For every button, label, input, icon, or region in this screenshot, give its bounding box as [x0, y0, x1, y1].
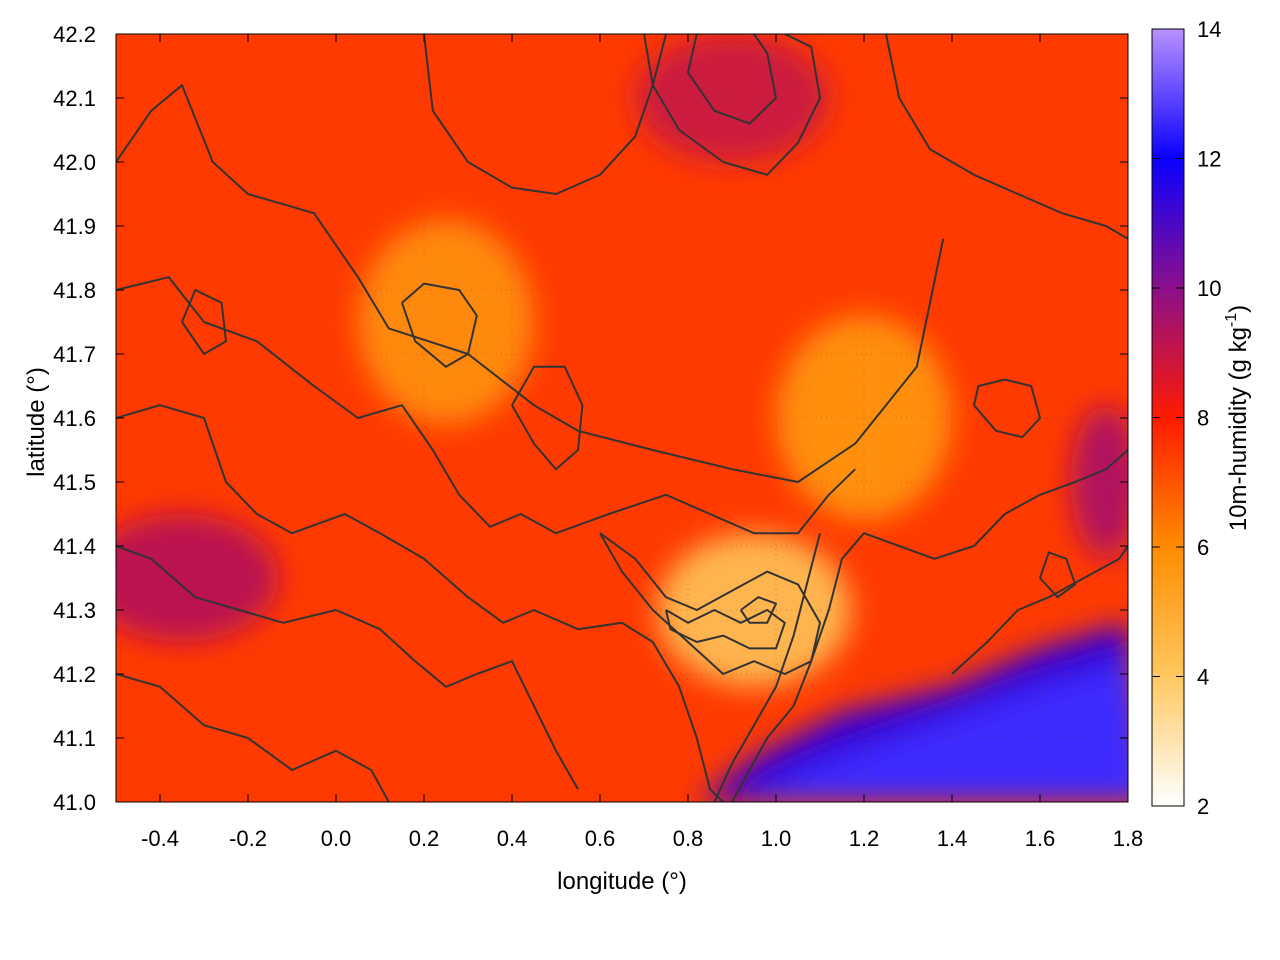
y-axis-label: latitude (°): [23, 367, 50, 477]
contour-lines: [116, 34, 1128, 802]
contour-line-1: [116, 276, 856, 535]
colorbar-tick-label: 12: [1197, 147, 1221, 172]
contour-line-16: [401, 282, 478, 368]
humidity-coast-1: [696, 622, 1128, 802]
contour-line-12: [687, 34, 777, 125]
colorbar-tick-label: 4: [1197, 665, 1209, 690]
grid-lines: [116, 34, 1128, 802]
contour-line-11: [651, 34, 821, 176]
colorbar-label-main: 10m-humidity (g kg: [1225, 327, 1252, 531]
y-tick-label: 41.5: [53, 470, 96, 495]
contour-line-14: [885, 34, 1128, 240]
colorbar-ticks: 2 4 6 8 10 12 14: [1152, 17, 1221, 819]
contour-line-8: [731, 449, 1128, 802]
contour-line-10: [951, 545, 1128, 675]
x-tick-label: -0.2: [229, 826, 267, 851]
x-tick-label: 1.2: [849, 826, 880, 851]
contour-line-18: [181, 289, 227, 355]
contour-line-7: [739, 596, 777, 624]
humidity-dry-lobe-4: [358, 219, 534, 425]
x-axis: -0.4 -0.2 0.0 0.2 0.4 0.6 0.8 1.0 1.2 1.4 1.6 1.8: [141, 34, 1143, 851]
contour-line-0: [116, 84, 945, 483]
y-tick-label: 41.4: [53, 534, 96, 559]
y-tick-label: 42.2: [53, 22, 96, 47]
y-tick-label: 41.2: [53, 662, 96, 687]
y-tick-label: 41.9: [53, 214, 96, 239]
x-tick-label: 0.2: [409, 826, 440, 851]
y-tick-label: 41.3: [53, 598, 96, 623]
x-tick-label: -0.4: [141, 826, 179, 851]
humidity-dry-core-2: [657, 533, 851, 687]
y-axis: 41.0 41.1 41.2 41.3 41.4 41.5 41.6 41.7 41.8 41.9…: [53, 22, 1128, 815]
colorbar-label-close: ): [1225, 305, 1252, 313]
colorbar-tick-label: 8: [1197, 406, 1209, 431]
x-axis-label: longitude (°): [557, 868, 687, 895]
x-tick-label: 1.6: [1025, 826, 1056, 851]
contour-line-17: [511, 365, 584, 471]
x-tick-label: 0.6: [585, 826, 616, 851]
colorbar: 2 4 6 8 10 12 14 10m-humidity (g kg-1): [1151, 17, 1252, 819]
plot-area: [115, 33, 1129, 803]
contour-line-4: [116, 673, 390, 802]
y-tick-label: 41.6: [53, 406, 96, 431]
humidity-dry-lobe-3: [776, 315, 952, 521]
y-tick-label: 42.0: [53, 150, 96, 175]
humidity-moist-patch-7: [1070, 405, 1128, 559]
colorbar-tick-label: 6: [1197, 535, 1209, 560]
colorbar-tick-label: 14: [1197, 17, 1221, 42]
x-tick-label: 1.0: [761, 826, 792, 851]
contour-line-2: [116, 404, 724, 802]
contour-line-13: [423, 34, 654, 195]
colorbar-label-exponent: -1: [1223, 313, 1240, 327]
x-tick-label: 1.4: [937, 826, 968, 851]
y-tick-label: 42.1: [53, 86, 96, 111]
y-tick-label: 41.0: [53, 790, 96, 815]
contour-line-19: [1039, 551, 1077, 599]
colorbar-tick-label: 2: [1197, 794, 1209, 819]
colorbar-tick-label: 10: [1197, 276, 1221, 301]
y-tick-label: 41.8: [53, 278, 96, 303]
contour-line-15: [973, 378, 1041, 439]
colorbar-label: 10m-humidity (g kg-1): [1223, 305, 1252, 531]
humidity-moist-band-5: [116, 514, 279, 642]
x-tick-label: 0.0: [321, 826, 352, 851]
y-tick-label: 41.7: [53, 342, 96, 367]
x-tick-label: 1.8: [1113, 826, 1144, 851]
x-tick-label: 0.8: [673, 826, 704, 851]
contour-line-6: [665, 609, 786, 650]
x-tick-label: 0.4: [497, 826, 528, 851]
contour-line-3: [116, 545, 579, 790]
contour-line-9: [713, 532, 821, 802]
y-tick-label: 41.1: [53, 726, 96, 751]
